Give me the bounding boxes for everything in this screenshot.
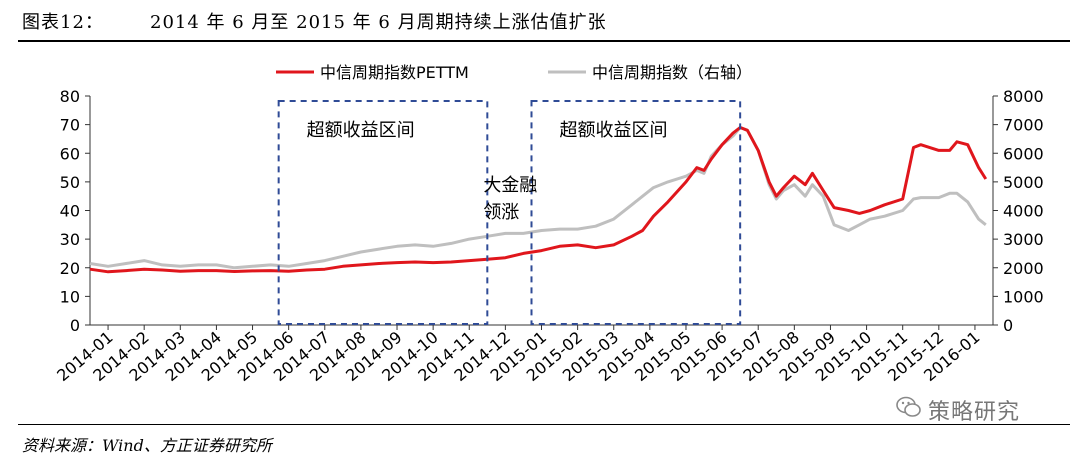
excess-return-label-2: 超额收益区间 [560,120,668,141]
header-rule [18,40,1070,42]
left-y-tick-label: 10 [60,287,80,306]
legend-label-index: 中信周期指数（右轴） [592,63,752,82]
footer-rule [18,424,1070,425]
finance-leads-label-line-2: 领涨 [483,202,519,223]
series-index-right-axis [89,126,987,270]
left-y-tick-label: 70 [60,116,80,135]
excess-return-box-2 [530,100,742,325]
figure-title: 2014 年 6 月至 2015 年 6 月周期持续上涨估值扩张 [150,12,607,33]
right-y-tick-label: 1000 [1003,287,1044,306]
brand-watermark: 策略研究 [896,392,1066,425]
right-y-tick-label: 4000 [1003,202,1044,221]
right-y-tick-label: 7000 [1003,116,1044,135]
right-y-tick-label: 3000 [1003,230,1044,249]
left-y-tick-label: 50 [60,173,80,192]
right-y-tick-label: 6000 [1003,144,1044,163]
right-y-tick-label: 2000 [1003,259,1044,278]
figure-header: 图表12： 2014 年 6 月至 2015 年 6 月周期持续上涨估值扩张 [0,0,1080,42]
finance-leads-label-line-1: 大金融 [483,175,537,196]
left-y-tick-label: 80 [60,87,80,106]
right-y-tick-label: 5000 [1003,173,1044,192]
left-y-tick-label: 40 [60,202,80,221]
left-y-tick-label: 30 [60,230,80,249]
left-y-tick-label: 20 [60,259,80,278]
series-pettm-left-axis [89,126,988,274]
right-y-tick-label: 0 [1003,316,1013,335]
figure-label: 图表12： [22,12,104,33]
left-y-tick-label: 0 [70,316,80,335]
source-note: 资料来源：Wind、方正证券研究所 [22,436,272,455]
wechat-icon [896,396,921,417]
left-y-tick-label: 60 [60,144,80,163]
brand-name: 策略研究 [928,400,1021,425]
legend-label-pettm: 中信周期指数PETTM [320,63,469,82]
excess-return-box-1 [277,100,489,325]
chart-plot: 0 10 20 30 40 50 60 70 80 0 1000 2000 3000 4000 5000 60… [53,63,1044,385]
excess-return-label-1: 超额收益区间 [307,120,415,141]
figure-footer: 资料来源：Wind、方正证券研究所 [0,420,1080,460]
right-y-tick-label: 8000 [1003,87,1044,106]
